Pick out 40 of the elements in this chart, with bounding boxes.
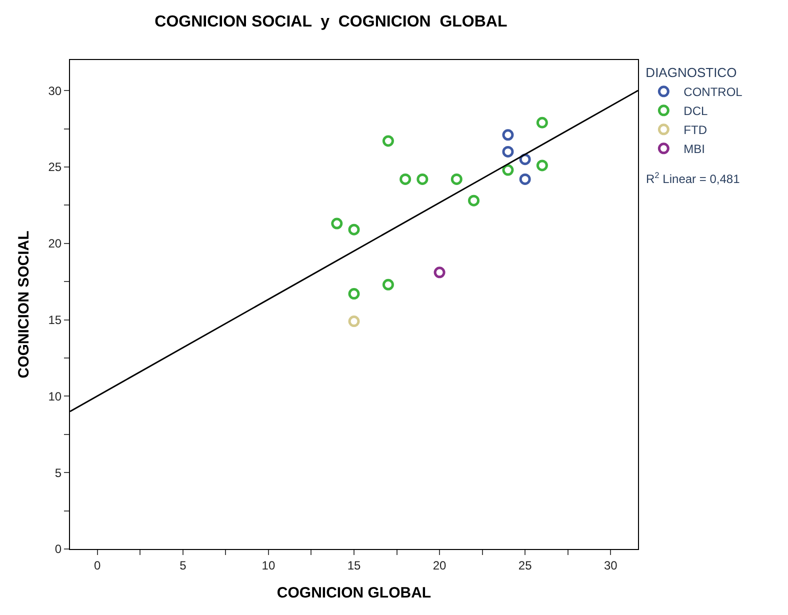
y-tick-label: 20 bbox=[48, 236, 62, 251]
legend-title: DIAGNOSTICO bbox=[646, 64, 737, 80]
point bbox=[434, 266, 446, 278]
point bbox=[348, 288, 360, 300]
point bbox=[468, 194, 480, 206]
point bbox=[331, 218, 343, 230]
point bbox=[536, 116, 548, 128]
x-tick-label: 15 bbox=[347, 558, 361, 572]
point bbox=[502, 164, 514, 176]
y-tick-label: 10 bbox=[48, 389, 62, 404]
y-axis-title: COGNICION SOCIAL bbox=[15, 230, 32, 378]
point bbox=[382, 135, 394, 147]
point bbox=[348, 224, 360, 236]
point bbox=[400, 173, 412, 185]
y-tick-label: 0 bbox=[54, 542, 62, 556]
legend-label: CONTROL bbox=[684, 85, 743, 100]
x-tick-label: 5 bbox=[180, 558, 187, 572]
point bbox=[519, 173, 531, 185]
point bbox=[416, 173, 428, 185]
legend-label: DCL bbox=[684, 104, 708, 118]
chart-title: COGNICION SOCIAL y COGNICION GLOBAL bbox=[154, 14, 508, 31]
point bbox=[502, 146, 514, 158]
legend-label: MBI bbox=[684, 142, 706, 156]
y-tick-label: 15 bbox=[48, 312, 62, 327]
y-tick-label: 25 bbox=[48, 160, 62, 174]
text: R$^{2}$ Linear = 0,481 bbox=[646, 170, 740, 186]
x-tick-label: 0 bbox=[94, 558, 102, 572]
x-tick-label: 20 bbox=[432, 558, 447, 572]
point bbox=[382, 278, 394, 290]
point bbox=[536, 160, 548, 172]
point bbox=[502, 129, 514, 141]
legend-label: FTD bbox=[684, 123, 708, 138]
point bbox=[450, 173, 462, 185]
point bbox=[348, 316, 360, 328]
x-tick-label: 10 bbox=[262, 558, 276, 572]
y-tick-label: 30 bbox=[48, 84, 62, 98]
x-tick-label: 25 bbox=[518, 558, 532, 572]
x-axis-title: COGNICION GLOBAL bbox=[276, 584, 432, 602]
y-tick-label: 5 bbox=[54, 466, 62, 480]
x-tick-label: 30 bbox=[604, 558, 618, 572]
